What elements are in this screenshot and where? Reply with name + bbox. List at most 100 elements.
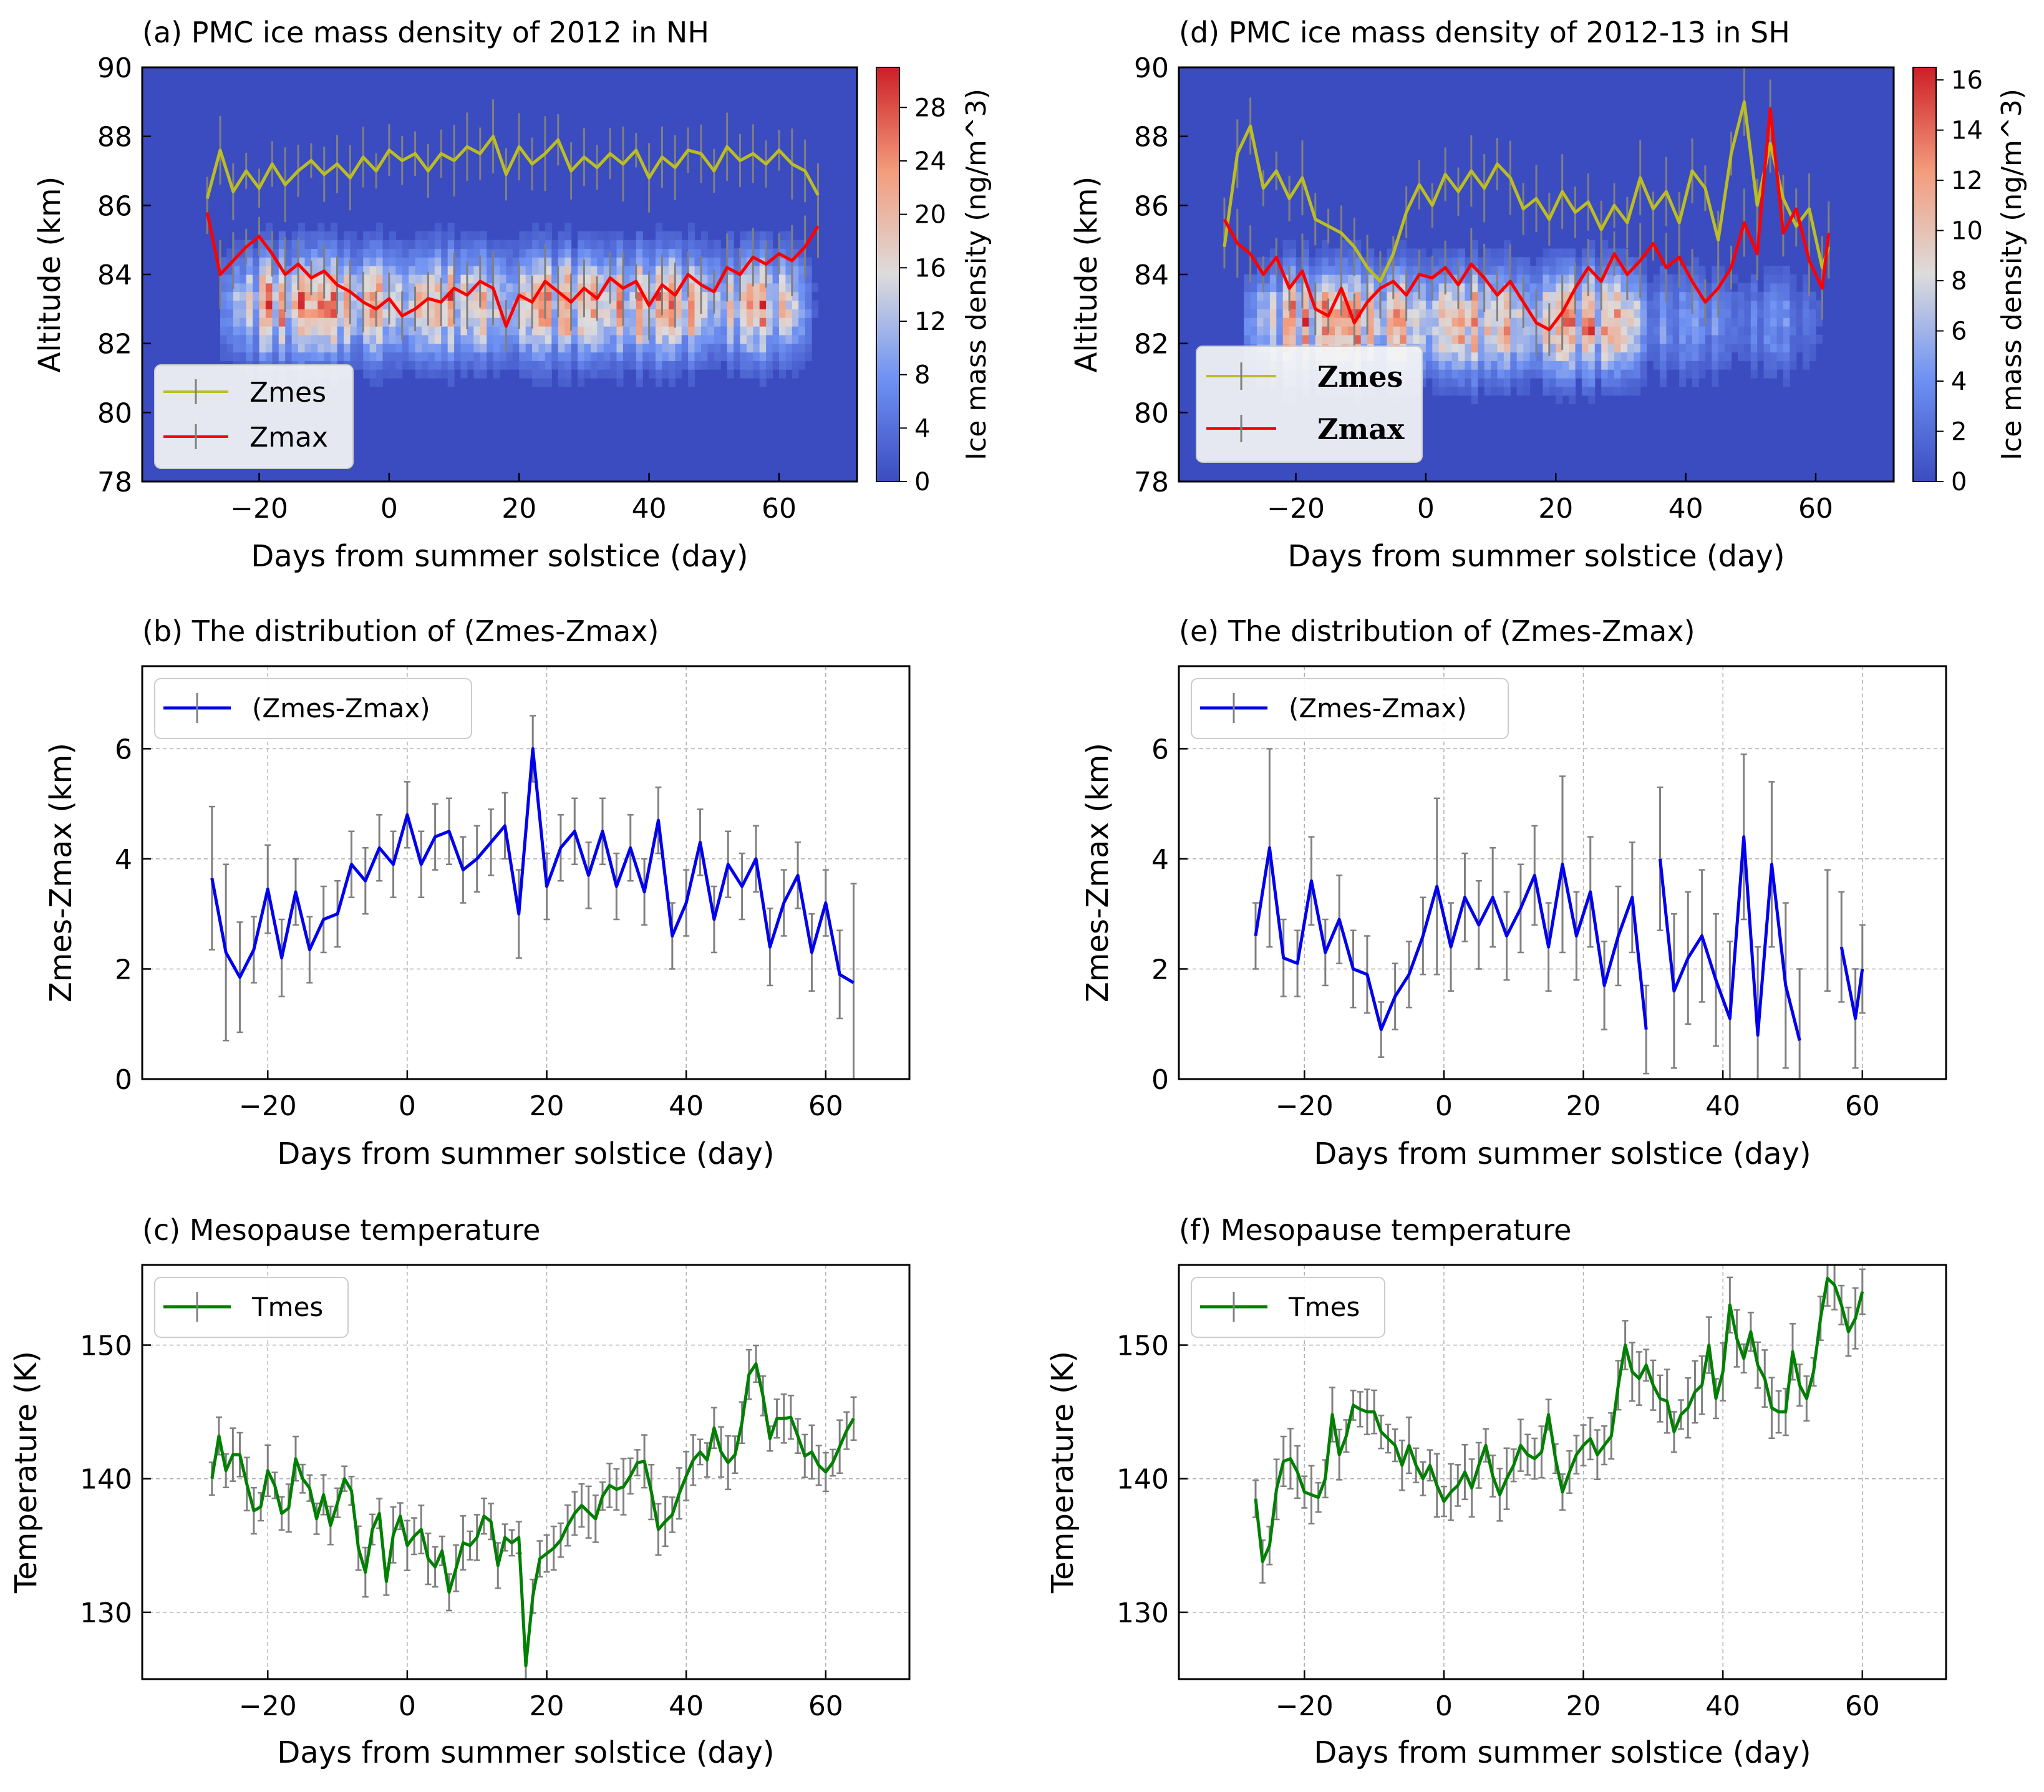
panel-a-heat-cell <box>409 309 416 318</box>
panel-d-heat-cell <box>1406 309 1413 318</box>
panel-a-heat-cell <box>382 326 390 336</box>
panel-d-heat-cell <box>1432 386 1440 396</box>
panel-a-heat-cell <box>422 300 429 309</box>
panel-d-heat-cell <box>1620 283 1628 293</box>
panel-a-heat-cell <box>668 326 676 336</box>
panel-a-heat-cell <box>246 326 253 336</box>
panel-d-heat-cell <box>1569 309 1576 318</box>
panel-d-heat-cell <box>1536 334 1543 344</box>
panel-a-heat-cell <box>662 274 669 284</box>
panel-a-heat-cell <box>369 369 377 379</box>
panel-d-heat-cell <box>1458 352 1465 361</box>
panel-a-heat-cell <box>272 343 279 353</box>
panel-d-heat-cell <box>1816 309 1823 318</box>
panel-d-heat-cell <box>1569 248 1576 258</box>
panel-e-xtick-label: 20 <box>1566 1090 1601 1122</box>
panel-a-heat-cell <box>356 334 364 344</box>
panel-b-xtick-label: 0 <box>399 1090 416 1122</box>
panel-a-heat-cell <box>454 257 462 266</box>
panel-a-heat-cell <box>525 274 533 284</box>
panel-d-heat-cell <box>1406 257 1413 266</box>
panel-a-heat-cell <box>395 248 403 258</box>
panel-a-heat-cell <box>545 317 552 327</box>
panel-d-heat-cell <box>1776 309 1784 318</box>
panel-a-heat-cell <box>558 378 565 387</box>
panel-d-heat-cell <box>1712 291 1719 301</box>
panel-a-heat-cell <box>376 326 384 336</box>
panel-d-ytick-label: 82 <box>1134 329 1169 361</box>
panel-a-heat-cell <box>668 352 676 361</box>
panel-d-heat-cell <box>1607 334 1615 344</box>
panel-a-heat-cell <box>454 300 462 309</box>
panel-a-heat-cell <box>603 283 611 293</box>
panel-a-heat-cell <box>460 361 468 370</box>
panel-d-heat-cell <box>1244 274 1251 284</box>
panel-a-heat-cell <box>811 300 819 309</box>
panel-d-heat-cell <box>1425 334 1433 344</box>
panel-a-xtick-label: 60 <box>762 493 797 525</box>
panel-d-heat-cell <box>1244 309 1251 318</box>
panel-a-xticks: −20 0 20 40 60 <box>230 473 797 525</box>
panel-a-heat-cell <box>265 317 273 327</box>
panel-a-heat-cell <box>493 283 500 293</box>
panel-a-heat-cell <box>571 361 578 370</box>
panel-a-heat-cell <box>525 361 533 370</box>
panel-d-heat-cell <box>1536 309 1543 318</box>
panel-d-heat-cell <box>1776 266 1784 275</box>
panel-a-heat-cell <box>422 334 429 344</box>
panel-d-heat-cell <box>1614 266 1621 275</box>
panel-a-heat-cell <box>603 231 611 241</box>
panel-d-heat-cell <box>1549 334 1556 344</box>
panel-d-heat-cell <box>1581 317 1589 327</box>
panel-f-legend: Tmes <box>1191 1277 1385 1338</box>
panel-d-heat-cell <box>1627 378 1634 387</box>
panel-d-heat-cell <box>1620 361 1628 370</box>
panel-d-heat-cell <box>1341 309 1349 318</box>
panel-a-heat-cell <box>226 343 234 353</box>
panel-d-heat-cell <box>1614 326 1621 336</box>
panel-a-heat-cell <box>220 257 227 266</box>
panel-a-heat-cell <box>753 231 760 241</box>
panel-a-heat-cell <box>331 257 338 266</box>
panel-d-heat-cell <box>1445 326 1453 336</box>
panel-d-heat-cell <box>1672 309 1680 318</box>
panel-a-heat-cell <box>649 274 656 284</box>
panel-a-heat-cell <box>337 317 344 327</box>
panel-a-heat-cell <box>720 352 728 361</box>
panel-a-heat-cell <box>727 248 734 258</box>
panel-d-heat-cell <box>1620 334 1628 344</box>
panel-d-heat-cell <box>1335 274 1342 284</box>
panel-d-heat-cell <box>1503 257 1511 266</box>
panel-a-heat-cell <box>779 343 786 353</box>
panel-a-heat-cell <box>415 231 422 241</box>
panel-d-heat-cell <box>1692 309 1699 318</box>
panel-a-heat-cell <box>285 274 293 284</box>
panel-d-heat-cell <box>1790 352 1797 361</box>
panel-a-heat-cell <box>662 257 669 266</box>
panel-d-heat-cell <box>1569 266 1576 275</box>
panel-d-heat-cell <box>1731 343 1738 353</box>
panel-a-heat-cell <box>278 231 286 241</box>
panel-d-heat-cell <box>1712 326 1719 336</box>
panel-a-heat-cell <box>376 309 384 318</box>
panel-a-heat-cell <box>285 240 293 249</box>
panel-a-heat-cell <box>512 343 520 353</box>
panel-d-heat-cell <box>1744 300 1751 309</box>
panel-d-heat-cell <box>1588 300 1596 309</box>
panel-a-heat-cell <box>519 326 526 336</box>
panel-a-heat-cell <box>629 266 637 275</box>
panel-d-heat-cell <box>1438 248 1446 258</box>
panel-a-heat-cell <box>304 248 312 258</box>
panel-a-heat-cell <box>551 334 559 344</box>
panel-d-heat-cell <box>1373 266 1381 275</box>
panel-a-heat-cell <box>265 343 273 353</box>
panel-a-heat-cell <box>753 317 760 327</box>
panel-a-heat-cell <box>422 274 429 284</box>
panel-a-heat-cell <box>707 274 715 284</box>
panel-a-heat-cell <box>428 248 435 258</box>
panel-a-heat-cell <box>304 317 312 327</box>
panel-d-heat-cell <box>1763 343 1771 353</box>
panel-f-xtick-label: 20 <box>1566 1690 1601 1722</box>
panel-d-heat-cell <box>1692 326 1699 336</box>
